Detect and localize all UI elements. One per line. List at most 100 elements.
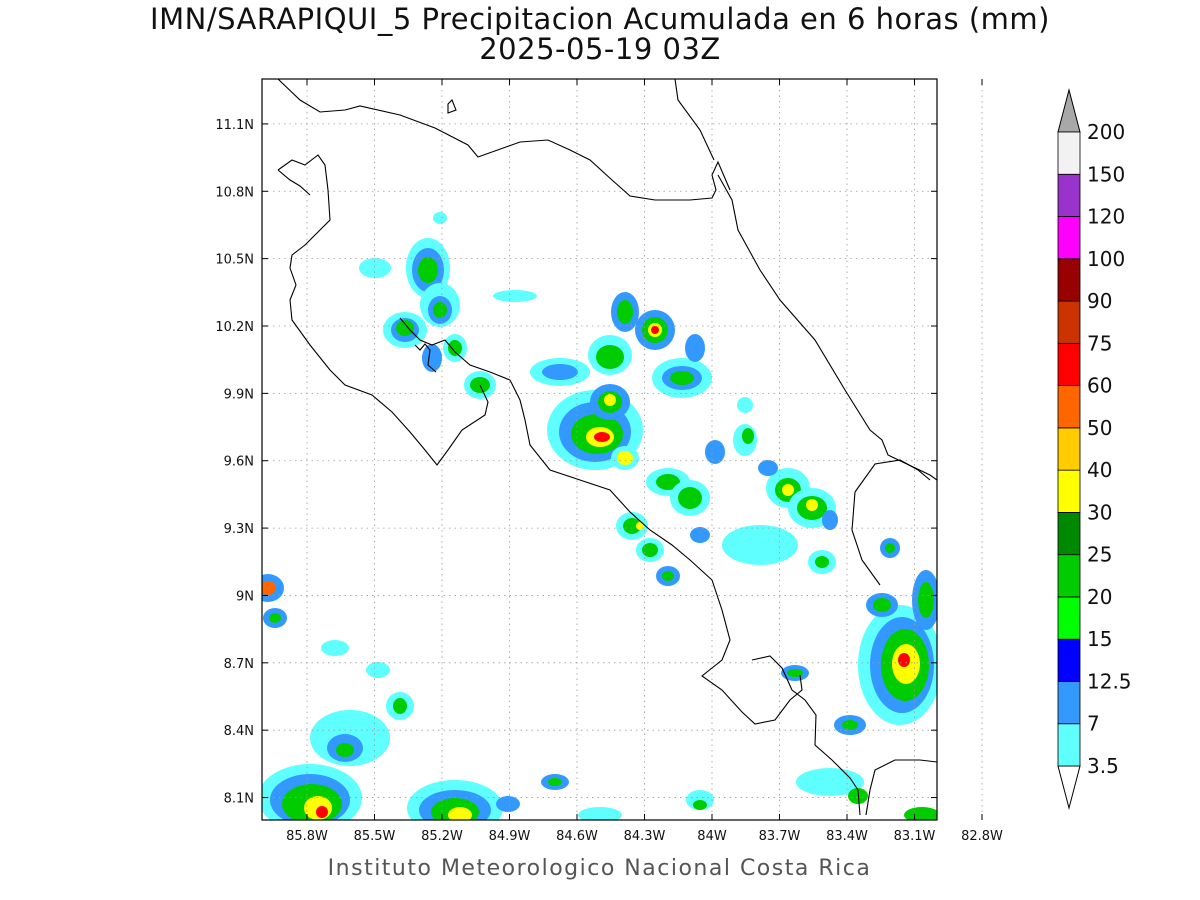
colorbar-swatch	[1057, 723, 1081, 767]
rain-cell	[422, 344, 442, 372]
colorbar-swatch	[1057, 427, 1081, 471]
y-tick-label: 10.8N	[215, 185, 254, 200]
y-tick-label: 9.9N	[224, 387, 254, 402]
colorbar-swatch	[1057, 300, 1081, 344]
precipitation-field	[262, 212, 937, 820]
colorbar-label: 200	[1087, 120, 1125, 144]
rain-cell	[321, 640, 414, 720]
x-tick-label: 82.8W	[961, 829, 1003, 844]
colorbar-swatch	[1057, 512, 1081, 556]
rain-cell	[407, 780, 503, 820]
colorbar-swatch	[1057, 342, 1081, 387]
rain-cell	[866, 538, 900, 617]
rain-cell	[383, 312, 427, 348]
rain-cell	[262, 764, 362, 820]
colorbar-swatch	[1057, 554, 1081, 598]
x-tick-label: 83.1W	[894, 829, 936, 844]
colorbar-label: 90	[1087, 289, 1112, 313]
x-tick-label: 84.6W	[556, 829, 598, 844]
x-tick-label: 84W	[697, 829, 727, 844]
rain-cell	[912, 570, 937, 630]
map-plot-area	[261, 78, 983, 821]
y-tick-label: 10.2N	[215, 320, 254, 335]
y-tick-label: 10.5N	[215, 253, 254, 268]
rain-cell	[588, 335, 632, 375]
colorbar-label: 60	[1087, 374, 1112, 398]
rain-cell	[590, 384, 630, 420]
rain-cell	[858, 605, 937, 725]
y-tick-label: 8.1N	[224, 792, 254, 807]
colorbar-label: 100	[1087, 247, 1125, 271]
colorbar-label: 150	[1087, 162, 1125, 186]
title-line-1: IMN/SARAPIQUI_5 Precipitacion Acumulada …	[150, 2, 1050, 36]
x-tick-label: 84.3W	[624, 829, 666, 844]
colorbar-label: 15	[1087, 627, 1112, 651]
rain-cell	[705, 397, 757, 464]
y-tick-label: 9.6N	[224, 455, 254, 470]
colorbar-swatch	[1057, 681, 1081, 725]
rain-cell	[406, 238, 450, 298]
rain-cell	[616, 512, 648, 540]
colorbar-label: 25	[1087, 543, 1112, 567]
colorbar-label: 7	[1087, 712, 1100, 736]
colorbar-swatch	[1057, 258, 1081, 302]
colorbar-label: 3.5	[1087, 754, 1119, 778]
y-tick-label: 11.1N	[215, 118, 254, 133]
x-tick-label: 84.9W	[489, 829, 531, 844]
colorbar-label: 120	[1087, 205, 1125, 229]
x-tick-label: 85.5W	[354, 829, 396, 844]
colorbar-legend: 3.5 7 12.5 15 20 25 30 40 50 60 75 90 100 120 150 200	[1057, 88, 1132, 810]
plot-frame	[261, 78, 938, 821]
x-tick-label: 83.4W	[826, 829, 868, 844]
rain-cell	[652, 358, 712, 398]
y-tick-label: 9.3N	[224, 522, 254, 537]
rain-cell	[685, 334, 705, 362]
y-axis: 11.1N 10.8N 10.5N 10.2N 9.9N 9.6N 9.3N 9N 8.7N 8.…	[215, 118, 937, 807]
rain-cell	[670, 480, 710, 516]
rain-cell	[420, 283, 460, 327]
colorbar-label: 20	[1087, 585, 1112, 609]
x-tick-label: 85.2W	[421, 829, 463, 844]
colorbar-swatch	[1057, 596, 1081, 640]
colorbar-label: 50	[1087, 416, 1112, 440]
colorbar-swatch	[1057, 216, 1081, 260]
colorbar-label: 40	[1087, 458, 1112, 482]
x-axis: 85.8W 85.5W 85.2W 84.9W 84.6W 84.3W 84W 83.7W 83…	[286, 79, 1003, 844]
rain-cell	[635, 310, 675, 350]
colorbar-high-arrow	[1057, 88, 1081, 133]
colorbar-swatch	[1057, 173, 1081, 217]
rain-cell	[611, 446, 639, 470]
rain-cell	[530, 358, 590, 386]
rain-cell	[781, 665, 866, 735]
colorbar-swatch	[1057, 385, 1081, 429]
colorbar-swatch	[1057, 469, 1081, 513]
colorbar-swatch	[1057, 638, 1081, 682]
colorbar-low-arrow	[1057, 765, 1081, 810]
rain-cell	[443, 334, 467, 362]
colorbar-label: 75	[1087, 331, 1112, 355]
rain-cell	[656, 566, 680, 586]
rain-cell	[496, 774, 622, 820]
colorbar-label: 12.5	[1087, 669, 1132, 693]
x-tick-label: 85.8W	[286, 829, 328, 844]
rain-cell	[611, 292, 639, 332]
y-tick-label: 8.4N	[224, 724, 254, 739]
colorbar-label: 30	[1087, 500, 1112, 524]
credit-text: Instituto Meteorologico Nacional Costa R…	[327, 856, 872, 881]
colorbar-swatch	[1057, 131, 1081, 175]
x-tick-label: 83.7W	[759, 829, 801, 844]
rain-cell	[310, 710, 390, 766]
grid-lines	[262, 79, 983, 820]
y-tick-label: 9N	[236, 589, 254, 604]
rain-cell	[433, 212, 537, 302]
map-title: IMN/SARAPIQUI_5 Precipitacion Acumulada …	[0, 4, 1200, 64]
rain-cell	[690, 525, 836, 574]
rain-cell	[262, 574, 287, 628]
title-line-2: 2025-05-19 03Z	[479, 32, 721, 66]
rain-cell	[758, 460, 838, 530]
rain-cell	[636, 538, 664, 562]
coastlines-borders	[277, 79, 937, 816]
rain-cell	[359, 258, 391, 278]
y-tick-label: 8.7N	[224, 657, 254, 672]
